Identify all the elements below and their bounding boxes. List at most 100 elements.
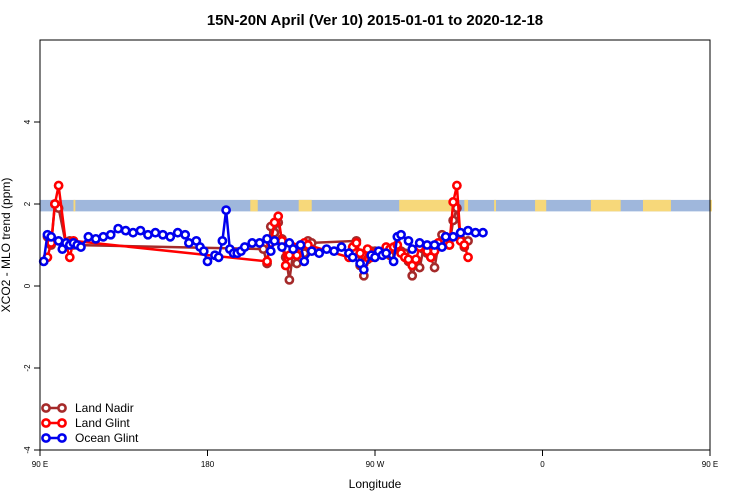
- ocean-glint-point: [53, 235, 64, 246]
- y-tick-label: 0: [23, 283, 32, 288]
- ocean-glint-point: [455, 227, 466, 238]
- y-tick-label: 4: [23, 119, 32, 124]
- legend-ocean-glint-marker: [41, 433, 51, 443]
- ocean-glint-point: [105, 229, 116, 240]
- ocean-glint-point: [478, 227, 488, 238]
- ocean-glint-point: [403, 235, 414, 246]
- ocean-glint-point: [440, 231, 451, 242]
- ocean-glint-point: [38, 256, 49, 267]
- land-patch: [535, 199, 547, 212]
- ocean-glint-point: [265, 246, 276, 257]
- ocean-glint-point: [388, 256, 399, 267]
- land-patch: [710, 199, 712, 212]
- x-tick-label: 90 E: [702, 460, 718, 469]
- legend-land-nadir-label: Land Nadir: [75, 401, 134, 415]
- ocean-glint-point: [396, 229, 406, 240]
- land-glint-point: [351, 238, 362, 248]
- x-tick-label: 180: [201, 460, 215, 469]
- land-nadir-point: [407, 270, 418, 281]
- legend-land-glint-label: Land Glint: [75, 416, 130, 430]
- land-nadir-point: [284, 274, 295, 285]
- ocean-glint-point: [120, 225, 131, 236]
- ocean-glint-point: [157, 229, 168, 240]
- ocean-glint-point: [336, 242, 347, 252]
- x-tick-label: 90 W: [366, 460, 385, 469]
- ocean-glint-point: [113, 223, 124, 234]
- ocean-glint-point: [277, 242, 287, 252]
- land-glint-point: [459, 240, 470, 250]
- land-glint-point: [262, 256, 272, 267]
- legend-ocean-glint-marker: [57, 433, 67, 443]
- ocean-glint-point: [247, 238, 258, 248]
- ocean-glint-point: [295, 240, 306, 250]
- x-tick-label: 90 E: [32, 460, 48, 469]
- legend-land-nadir-marker: [57, 403, 67, 413]
- land-patch: [494, 199, 496, 212]
- ocean-glint-point: [463, 225, 473, 236]
- ocean-glint-point: [437, 242, 447, 252]
- x-axis-label: Longitude: [349, 477, 402, 491]
- ocean-glint-point: [358, 264, 369, 275]
- ocean-glint-point: [299, 256, 310, 267]
- land-glint-point: [53, 180, 64, 191]
- chart-title: 15N-20N April (Ver 10) 2015-01-01 to 202…: [207, 12, 543, 29]
- y-axis-label: XCO2 - MLO trend (ppm): [0, 178, 13, 313]
- y-tick-label: 2: [23, 201, 32, 206]
- ocean-glint-point: [198, 246, 209, 257]
- ocean-glint-point: [180, 229, 191, 240]
- ocean-glint-point: [76, 242, 86, 252]
- ocean-glint-point: [90, 233, 101, 244]
- land-glint-point: [444, 240, 455, 250]
- ocean-glint-point: [128, 227, 138, 238]
- ocean-glint-point: [135, 225, 146, 236]
- ocean-glint-point: [407, 244, 418, 254]
- ocean-glint-point: [269, 235, 280, 246]
- ocean-glint-point: [183, 238, 194, 248]
- ocean-glint-point: [329, 246, 339, 257]
- land-glint-point: [273, 211, 284, 222]
- series-layer: [38, 180, 488, 285]
- ocean-band: [40, 199, 710, 212]
- land-glint-point: [280, 260, 291, 271]
- ocean-glint-point: [165, 231, 176, 242]
- land-glint-point: [411, 254, 421, 265]
- y-tick-label: -2: [23, 364, 32, 372]
- land-ocean-band: [40, 199, 712, 212]
- land-patch: [464, 199, 469, 212]
- y-axis: -4 -2 0 2 4: [23, 119, 40, 454]
- land-patch: [73, 199, 76, 212]
- ocean-glint-point: [429, 240, 440, 250]
- ocean-glint-point: [46, 231, 57, 242]
- ocean-glint-point: [239, 242, 250, 252]
- land-nadir-point: [429, 262, 440, 273]
- land-patch: [399, 199, 454, 212]
- y-tick-label: -4: [23, 446, 32, 454]
- ocean-glint-point: [381, 248, 392, 259]
- legend-land-glint-marker: [57, 418, 67, 428]
- ocean-glint-point: [347, 252, 358, 263]
- legend-land-glint-marker: [41, 418, 51, 428]
- ocean-glint-point: [143, 229, 153, 240]
- ocean-glint-point: [213, 252, 224, 263]
- ocean-glint-point: [221, 205, 232, 216]
- land-glint-point: [463, 252, 473, 263]
- land-patch: [590, 199, 621, 212]
- ocean-glint-point: [414, 238, 425, 248]
- ocean-glint-point: [306, 246, 317, 257]
- x-axis: 90 E 180 90 W 0 90 E: [32, 450, 718, 469]
- ocean-glint-point: [262, 233, 272, 244]
- legend-ocean-glint-label: Ocean Glint: [75, 431, 139, 445]
- ocean-glint-point: [314, 248, 325, 259]
- ocean-glint-point: [83, 231, 94, 242]
- legend-land-nadir-marker: [41, 403, 51, 413]
- ocean-glint-point: [98, 231, 109, 242]
- ocean-glint-point: [470, 227, 481, 238]
- land-glint-point: [448, 197, 459, 207]
- plot-frame: [39, 39, 711, 451]
- land-glint-point: [355, 248, 366, 259]
- ocean-glint-point: [288, 244, 299, 254]
- ocean-glint-point: [422, 240, 433, 250]
- land-glint-point: [49, 199, 60, 209]
- land-nadir-point: [414, 262, 425, 273]
